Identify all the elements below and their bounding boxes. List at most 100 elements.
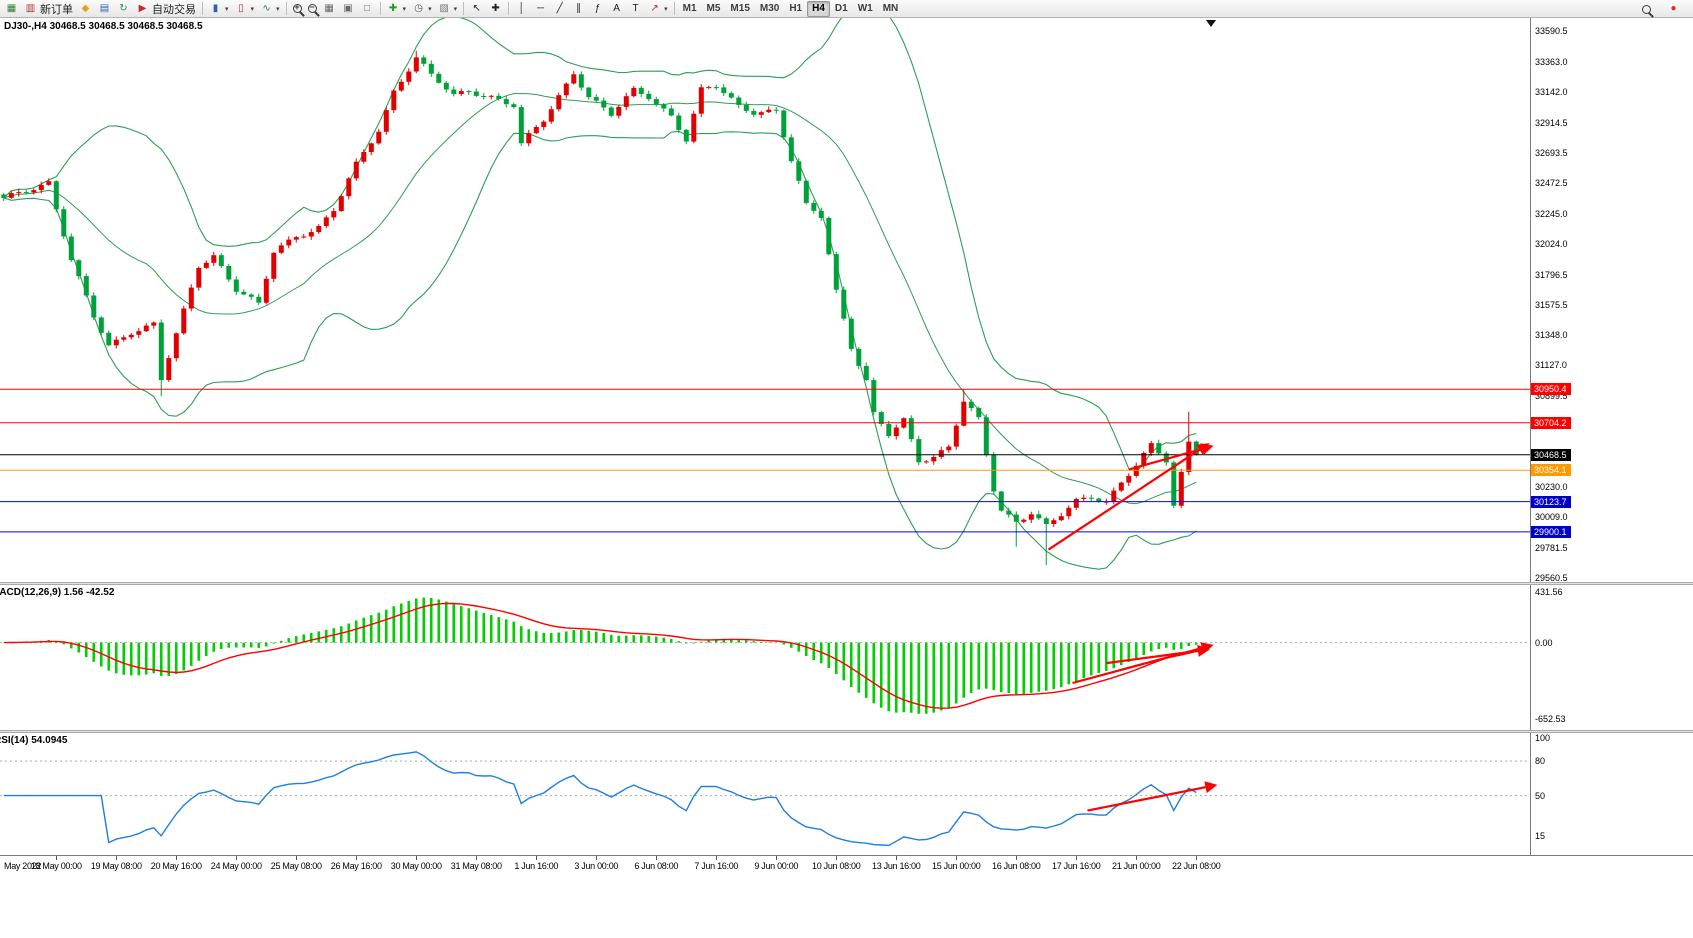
vertical-line-button[interactable]: │ [512, 1, 531, 17]
macd-axis-label: 0.00 [1535, 638, 1553, 648]
price-chart[interactable]: DJ30-,H4 30468.5 30468.5 30468.5 30468.5 [0, 18, 1530, 582]
time-axis-label: 18 May 00:00 [30, 861, 82, 871]
line-chart-button[interactable]: ∿ ▾ [257, 1, 283, 17]
text-label-button[interactable]: T [626, 1, 645, 17]
auto-trading-button-label: 自动交易 [152, 3, 196, 16]
panel-separator[interactable] [0, 730, 1693, 733]
timeframe-h1-button[interactable]: H1 [789, 3, 803, 14]
macd-canvas [0, 597, 1530, 714]
add-indicator-button[interactable]: ✚ ▾ [384, 1, 410, 17]
channel-button[interactable]: ∥ [569, 1, 588, 17]
macd-axis-label: 431.56 [1535, 587, 1563, 597]
bollinger-middle-band [3, 93, 1197, 505]
price-level-badge: 30123.7 [1531, 496, 1571, 508]
market-watch-button[interactable]: ▤ [95, 1, 114, 17]
time-axis-label: 31 May 08:00 [450, 861, 502, 871]
search-button[interactable] [1639, 1, 1654, 17]
candlesticks-layer [1, 50, 1199, 566]
text-button[interactable]: A [607, 1, 626, 17]
line-chart-icon: ∿ [262, 2, 271, 14]
time-axis-tick [1076, 856, 1078, 860]
expert-advisor-icon: ◆ [81, 2, 90, 14]
toolbar-separator [508, 2, 510, 15]
new-order-button[interactable]: ▥ 新订单 [21, 1, 76, 17]
trend-arrow[interactable] [1087, 781, 1218, 812]
price-level-badge: 30950.4 [1531, 383, 1571, 395]
fibonacci-button[interactable]: ƒ [588, 1, 607, 17]
time-axis-label: 9 Jun 00:00 [754, 861, 799, 871]
template-icon: ▧ [439, 2, 449, 14]
vertical-line-icon: │ [518, 2, 525, 14]
arrows-tool-button[interactable]: ↗ ▾ [645, 1, 671, 17]
price-axis-label: 31127.0 [1535, 360, 1567, 370]
bar-chart-button[interactable]: ▮ ▾ [206, 1, 232, 17]
rsi-axis[interactable]: 100 80 50 15 [1530, 733, 1693, 855]
time-axis-tick [956, 856, 958, 860]
refresh-button[interactable]: ↻ [114, 1, 133, 17]
horizontal-line-button[interactable]: ─ [531, 1, 550, 17]
macd-chart[interactable]: MACD(12,26,9) 1.56 -42.52 [0, 585, 1530, 730]
time-axis-tick [1136, 856, 1138, 860]
time-axis-label: 7 Jun 16:00 [694, 861, 739, 871]
period-dropdown-button[interactable]: ◷ ▾ [409, 1, 435, 17]
expert-advisors-button[interactable]: ◆ [76, 1, 95, 17]
timeframe-d1-button[interactable]: D1 [834, 3, 848, 14]
time-axis-label: 20 May 16:00 [150, 861, 202, 871]
template-button[interactable]: ▧ ▾ [435, 1, 461, 17]
timeframe-m1-button[interactable]: M1 [682, 3, 697, 14]
arrange-windows-button[interactable]: □ [358, 1, 377, 17]
chart-shift-marker[interactable] [1206, 20, 1216, 27]
bottom-filler [0, 875, 1693, 938]
dropdown-caret-icon: ▾ [276, 5, 280, 13]
horizontal-level-lines[interactable] [0, 388, 1530, 533]
zoom-out-button[interactable]: − [305, 1, 320, 17]
price-axis-label: 29781.5 [1535, 543, 1568, 553]
time-axis-tick [476, 856, 478, 860]
cascade-windows-icon: ▣ [343, 2, 353, 14]
new-chart-button[interactable]: ▦ [2, 1, 21, 17]
price-axis-label: 32693.5 [1535, 148, 1568, 158]
time-axis[interactable]: May 2022 18 May 00:00 19 May 08:00 20 May 1… [0, 855, 1693, 875]
zoom-in-button[interactable]: + [290, 1, 305, 17]
bar-chart-icon: ▮ [212, 2, 219, 14]
auto-trading-button[interactable]: ▶ 自动交易 [133, 1, 199, 17]
tile-windows-button[interactable]: ▦ [320, 1, 339, 17]
crosshair-button[interactable]: ✚ [486, 1, 505, 17]
rsi-line [3, 751, 1197, 847]
cascade-windows-button[interactable]: ▣ [339, 1, 358, 17]
timeframe-m5-button[interactable]: M5 [706, 3, 721, 14]
dropdown-caret-icon: ▾ [225, 5, 229, 13]
macd-label: MACD(12,26,9) 1.56 -42.52 [0, 587, 115, 598]
timeframe-mn-button[interactable]: MN [882, 3, 899, 14]
candlestick-chart-button[interactable]: ▯ ▾ [232, 1, 258, 17]
price-axis-label: 30009.0 [1535, 512, 1568, 522]
dropdown-caret-icon: ▾ [428, 5, 432, 13]
time-axis-label: 22 Jun 08:00 [1172, 861, 1221, 871]
time-axis-label: 6 Jun 08:00 [634, 861, 679, 871]
tile-windows-icon: ▦ [324, 2, 334, 14]
time-axis-tick [836, 856, 838, 860]
trendline-button[interactable]: ╱ [550, 1, 569, 17]
panel-separator[interactable] [0, 582, 1693, 585]
zoom-out-icon: − [307, 2, 317, 13]
arrange-windows-icon: □ [364, 2, 371, 14]
timeframe-m30-button[interactable]: M30 [759, 3, 780, 14]
community-button[interactable]: ● [1664, 1, 1683, 17]
trend-arrow[interactable] [1106, 644, 1210, 665]
time-axis-tick [1016, 856, 1018, 860]
price-level-badge: 29900.1 [1531, 526, 1571, 538]
time-axis-tick [656, 856, 658, 860]
trend-arrow[interactable] [1047, 443, 1210, 551]
trend-arrow[interactable] [1128, 443, 1214, 471]
time-axis-label: 15 Jun 00:00 [932, 861, 981, 871]
price-axis[interactable]: 33590.5 33363.0 33142.0 32914.5 32693.5 32472… [1530, 18, 1693, 583]
macd-axis[interactable]: 431.56 0.00 -652.53 [1530, 585, 1693, 730]
timeframe-m15-button[interactable]: M15 [730, 3, 750, 14]
rsi-chart[interactable]: RSI(14) 54.0945 [0, 733, 1530, 855]
timeframe-w1-button[interactable]: W1 [857, 3, 873, 14]
time-axis-tick [296, 856, 298, 860]
toolbar-separator [202, 2, 203, 15]
cursor-button[interactable]: ↖ [467, 1, 486, 17]
timeframe-h4-button[interactable]: H4 [807, 0, 830, 17]
